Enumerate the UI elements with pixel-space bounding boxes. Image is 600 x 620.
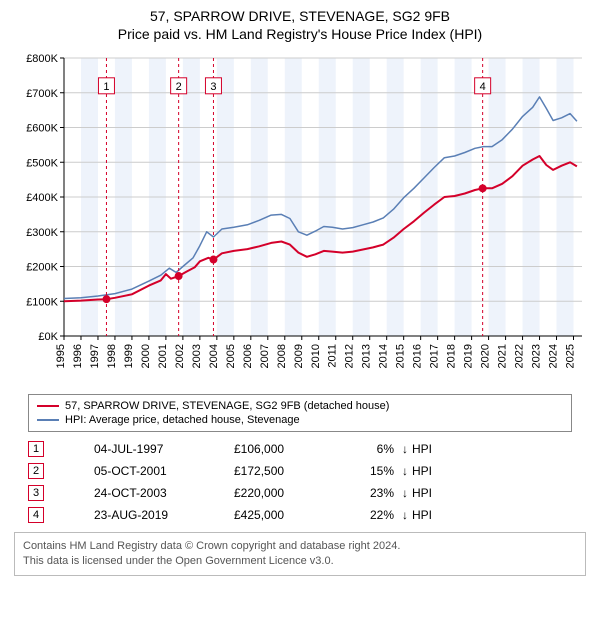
svg-text:2011: 2011 <box>327 344 339 368</box>
svg-text:4: 4 <box>480 81 486 93</box>
svg-text:£700K: £700K <box>26 88 58 100</box>
sale-date: 24-OCT-2003 <box>94 486 234 500</box>
sale-hpi-label: HPI <box>412 508 452 522</box>
svg-text:2005: 2005 <box>225 344 237 368</box>
svg-text:2012: 2012 <box>344 344 356 368</box>
svg-text:1996: 1996 <box>72 344 84 368</box>
svg-text:2009: 2009 <box>293 344 305 368</box>
sale-pct: 15% <box>334 464 398 478</box>
svg-text:£300K: £300K <box>26 227 58 239</box>
svg-text:2008: 2008 <box>276 344 288 368</box>
sale-price: £172,500 <box>234 464 334 478</box>
svg-text:2003: 2003 <box>191 344 203 368</box>
svg-text:2020: 2020 <box>480 344 492 368</box>
legend: 57, SPARROW DRIVE, STEVENAGE, SG2 9FB (d… <box>28 394 572 432</box>
sale-pct: 6% <box>334 442 398 456</box>
svg-text:£800K: £800K <box>26 53 58 65</box>
sale-date: 04-JUL-1997 <box>94 442 234 456</box>
svg-text:2018: 2018 <box>446 344 458 368</box>
title-line-2: Price paid vs. HM Land Registry's House … <box>10 26 590 42</box>
sale-hpi-label: HPI <box>412 464 452 478</box>
svg-text:1997: 1997 <box>89 344 101 368</box>
sale-hpi-label: HPI <box>412 486 452 500</box>
chart-svg: £0K £100K £200K £300K £400K £500K £600K £700K £8… <box>10 48 590 388</box>
svg-text:2015: 2015 <box>395 344 407 368</box>
svg-text:2013: 2013 <box>361 344 373 368</box>
legend-swatch-price-paid <box>37 405 59 407</box>
svg-text:2001: 2001 <box>157 344 169 368</box>
sale-date: 23-AUG-2019 <box>94 508 234 522</box>
footer: Contains HM Land Registry data © Crown c… <box>14 532 586 576</box>
svg-text:2002: 2002 <box>174 344 186 368</box>
sale-pct: 22% <box>334 508 398 522</box>
sales-row: 1 04-JUL-1997£106,0006%↓HPI <box>28 438 572 460</box>
sale-pct: 23% <box>334 486 398 500</box>
svg-text:1: 1 <box>103 81 109 93</box>
svg-text:£200K: £200K <box>26 262 58 274</box>
sales-table: 104-JUL-1997£106,0006%↓HPI205-OCT-2001£1… <box>28 438 572 526</box>
footer-line-1: Contains HM Land Registry data © Crown c… <box>23 539 577 554</box>
svg-text:1998: 1998 <box>106 344 118 368</box>
down-arrow-icon: ↓ <box>398 486 412 500</box>
sale-index-box: 3 <box>28 485 44 501</box>
svg-text:2023: 2023 <box>531 344 543 368</box>
sale-hpi-label: HPI <box>412 442 452 456</box>
legend-swatch-hpi <box>37 419 59 421</box>
svg-text:1995: 1995 <box>55 344 67 368</box>
sales-row: 3 24-OCT-2003£220,00023%↓HPI <box>28 482 572 504</box>
title-line-1: 57, SPARROW DRIVE, STEVENAGE, SG2 9FB <box>10 8 590 24</box>
svg-text:2019: 2019 <box>463 344 475 368</box>
svg-text:£500K: £500K <box>26 157 58 169</box>
svg-text:2025: 2025 <box>565 344 577 368</box>
svg-text:£400K: £400K <box>26 192 58 204</box>
svg-text:3: 3 <box>210 81 216 93</box>
svg-text:1999: 1999 <box>123 344 135 368</box>
svg-text:2006: 2006 <box>242 344 254 368</box>
sale-index-box: 1 <box>28 441 44 457</box>
sale-index-box: 2 <box>28 463 44 479</box>
svg-text:£100K: £100K <box>26 296 58 308</box>
svg-text:£600K: £600K <box>26 123 58 135</box>
svg-text:2016: 2016 <box>412 344 424 368</box>
svg-text:2014: 2014 <box>378 344 390 368</box>
down-arrow-icon: ↓ <box>398 508 412 522</box>
sale-price: £106,000 <box>234 442 334 456</box>
title-block: 57, SPARROW DRIVE, STEVENAGE, SG2 9FB Pr… <box>0 0 600 48</box>
svg-text:2004: 2004 <box>208 344 220 368</box>
svg-text:2022: 2022 <box>514 344 526 368</box>
down-arrow-icon: ↓ <box>398 464 412 478</box>
svg-text:2010: 2010 <box>310 344 322 368</box>
legend-label-hpi: HPI: Average price, detached house, Stev… <box>65 414 300 426</box>
sale-index-box: 4 <box>28 507 44 523</box>
down-arrow-icon: ↓ <box>398 442 412 456</box>
svg-text:2: 2 <box>176 81 182 93</box>
legend-item-hpi: HPI: Average price, detached house, Stev… <box>37 413 563 427</box>
chart-container: 57, SPARROW DRIVE, STEVENAGE, SG2 9FB Pr… <box>0 0 600 576</box>
svg-text:2000: 2000 <box>140 344 152 368</box>
svg-text:£0K: £0K <box>38 331 58 343</box>
svg-text:2021: 2021 <box>497 344 509 368</box>
sales-row: 2 05-OCT-2001£172,50015%↓HPI <box>28 460 572 482</box>
legend-item-price-paid: 57, SPARROW DRIVE, STEVENAGE, SG2 9FB (d… <box>37 399 563 413</box>
sale-price: £220,000 <box>234 486 334 500</box>
sale-date: 05-OCT-2001 <box>94 464 234 478</box>
sale-price: £425,000 <box>234 508 334 522</box>
svg-text:2007: 2007 <box>259 344 271 368</box>
legend-label-price-paid: 57, SPARROW DRIVE, STEVENAGE, SG2 9FB (d… <box>65 400 389 412</box>
svg-text:2017: 2017 <box>429 344 441 368</box>
svg-text:2024: 2024 <box>548 344 560 368</box>
footer-line-2: This data is licensed under the Open Gov… <box>23 554 577 569</box>
chart-area: £0K £100K £200K £300K £400K £500K £600K £700K £8… <box>10 48 590 388</box>
sales-row: 4 23-AUG-2019£425,00022%↓HPI <box>28 504 572 526</box>
